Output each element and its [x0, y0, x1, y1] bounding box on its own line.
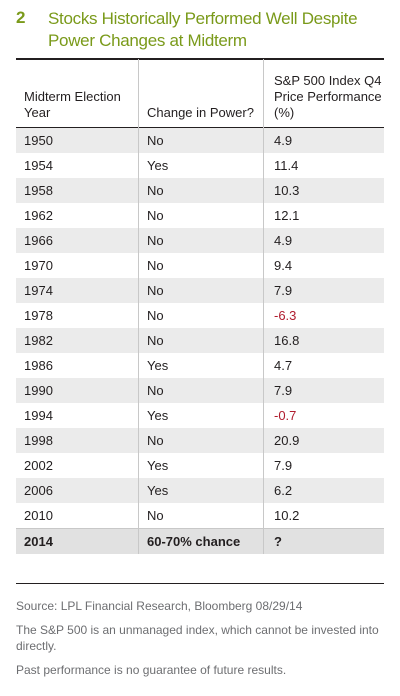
cell-performance: 7.9	[263, 453, 384, 478]
cell-year: 1974	[24, 283, 53, 298]
cell-change: No	[138, 203, 264, 228]
header-performance: S&P 500 Index Q4 Price Performance (%)	[263, 59, 384, 128]
cell-year: 2010	[24, 508, 53, 523]
figure-number: 2	[16, 8, 26, 27]
cell-performance: 11.4	[263, 153, 384, 178]
cell-year: 1954	[24, 158, 53, 173]
cell-year: 1986	[24, 358, 53, 373]
table-row: 2006 Yes 6.2	[16, 478, 384, 503]
cell-change: No	[138, 253, 264, 278]
cell-year: 1966	[24, 233, 53, 248]
table-row: 1990 No 7.9	[16, 378, 384, 403]
cell-change: No	[138, 328, 264, 353]
cell-performance: ?	[263, 528, 384, 554]
table-row: 1966 No 4.9	[16, 228, 384, 253]
cell-performance: 10.3	[263, 178, 384, 203]
cell-year: 1962	[24, 208, 53, 223]
cell-performance: -6.3	[263, 303, 384, 328]
table-row: 2010 No 10.2	[16, 503, 384, 529]
cell-year: 1950	[24, 133, 53, 148]
cell-year: 1970	[24, 258, 53, 273]
cell-year: 1994	[24, 408, 53, 423]
cell-performance: 9.4	[263, 253, 384, 278]
cell-year: 2006	[24, 483, 53, 498]
header-year: Midterm Election Year	[24, 89, 121, 120]
cell-performance: 20.9	[263, 428, 384, 453]
cell-change: 60-70% chance	[138, 528, 264, 554]
source-note: Source: LPL Financial Research, Bloomber…	[16, 599, 303, 613]
table-row: 1998 No 20.9	[16, 428, 384, 453]
table-row: 1986 Yes 4.7	[16, 353, 384, 378]
table-row: 1978 No -6.3	[16, 303, 384, 328]
midterm-performance-table: Midterm Election Year Change in Power? S…	[16, 59, 384, 554]
table-row: 1982 No 16.8	[16, 328, 384, 353]
cell-change: Yes	[138, 353, 264, 378]
cell-performance: 6.2	[263, 478, 384, 503]
cell-change: Yes	[138, 153, 264, 178]
cell-year: 1978	[24, 308, 53, 323]
cell-change: No	[138, 378, 264, 403]
cell-performance: 16.8	[263, 328, 384, 353]
table-row: 1950 No 4.9	[16, 127, 384, 153]
cell-year: 1990	[24, 383, 53, 398]
cell-year: 1998	[24, 433, 53, 448]
cell-performance: 12.1	[263, 203, 384, 228]
table-header-row: Midterm Election Year Change in Power? S…	[16, 59, 384, 128]
index-note: The S&P 500 is an unmanaged index, which…	[16, 623, 379, 653]
disclaimer-note: Past performance is no guarantee of futu…	[16, 663, 287, 677]
cell-performance: 10.2	[263, 503, 384, 529]
cell-change: No	[138, 178, 264, 203]
table-row: 1954 Yes 11.4	[16, 153, 384, 178]
table-row: 2002 Yes 7.9	[16, 453, 384, 478]
table-row-final: 2014 60-70% chance?	[16, 528, 384, 554]
cell-change: No	[138, 127, 264, 153]
cell-change: Yes	[138, 453, 264, 478]
table-bottom-rule	[16, 583, 384, 584]
table-row: 1962 No 12.1	[16, 203, 384, 228]
cell-change: Yes	[138, 403, 264, 428]
table-row: 1994 Yes -0.7	[16, 403, 384, 428]
cell-year: 2014	[24, 534, 53, 549]
cell-performance: 4.9	[263, 127, 384, 153]
cell-year: 2002	[24, 458, 53, 473]
cell-performance: 7.9	[263, 378, 384, 403]
cell-year: 1982	[24, 333, 53, 348]
header-change: Change in Power?	[138, 59, 264, 128]
cell-performance: 4.9	[263, 228, 384, 253]
cell-change: Yes	[138, 478, 264, 503]
cell-change: No	[138, 228, 264, 253]
table-row: 1970 No 9.4	[16, 253, 384, 278]
table-row: 1974 No 7.9	[16, 278, 384, 303]
cell-change: No	[138, 503, 264, 529]
table-row: 1958 No 10.3	[16, 178, 384, 203]
cell-change: No	[138, 303, 264, 328]
cell-performance: 7.9	[263, 278, 384, 303]
cell-year: 1958	[24, 183, 53, 198]
table-body: 1950 No 4.9 1954 Yes 11.4 1958 No 10.3 1962 No 12.1…	[16, 127, 384, 554]
figure-title-text: Stocks Historically Performed Well Despi…	[48, 9, 358, 50]
cell-performance: -0.7	[263, 403, 384, 428]
cell-performance: 4.7	[263, 353, 384, 378]
cell-change: No	[138, 428, 264, 453]
cell-change: No	[138, 278, 264, 303]
